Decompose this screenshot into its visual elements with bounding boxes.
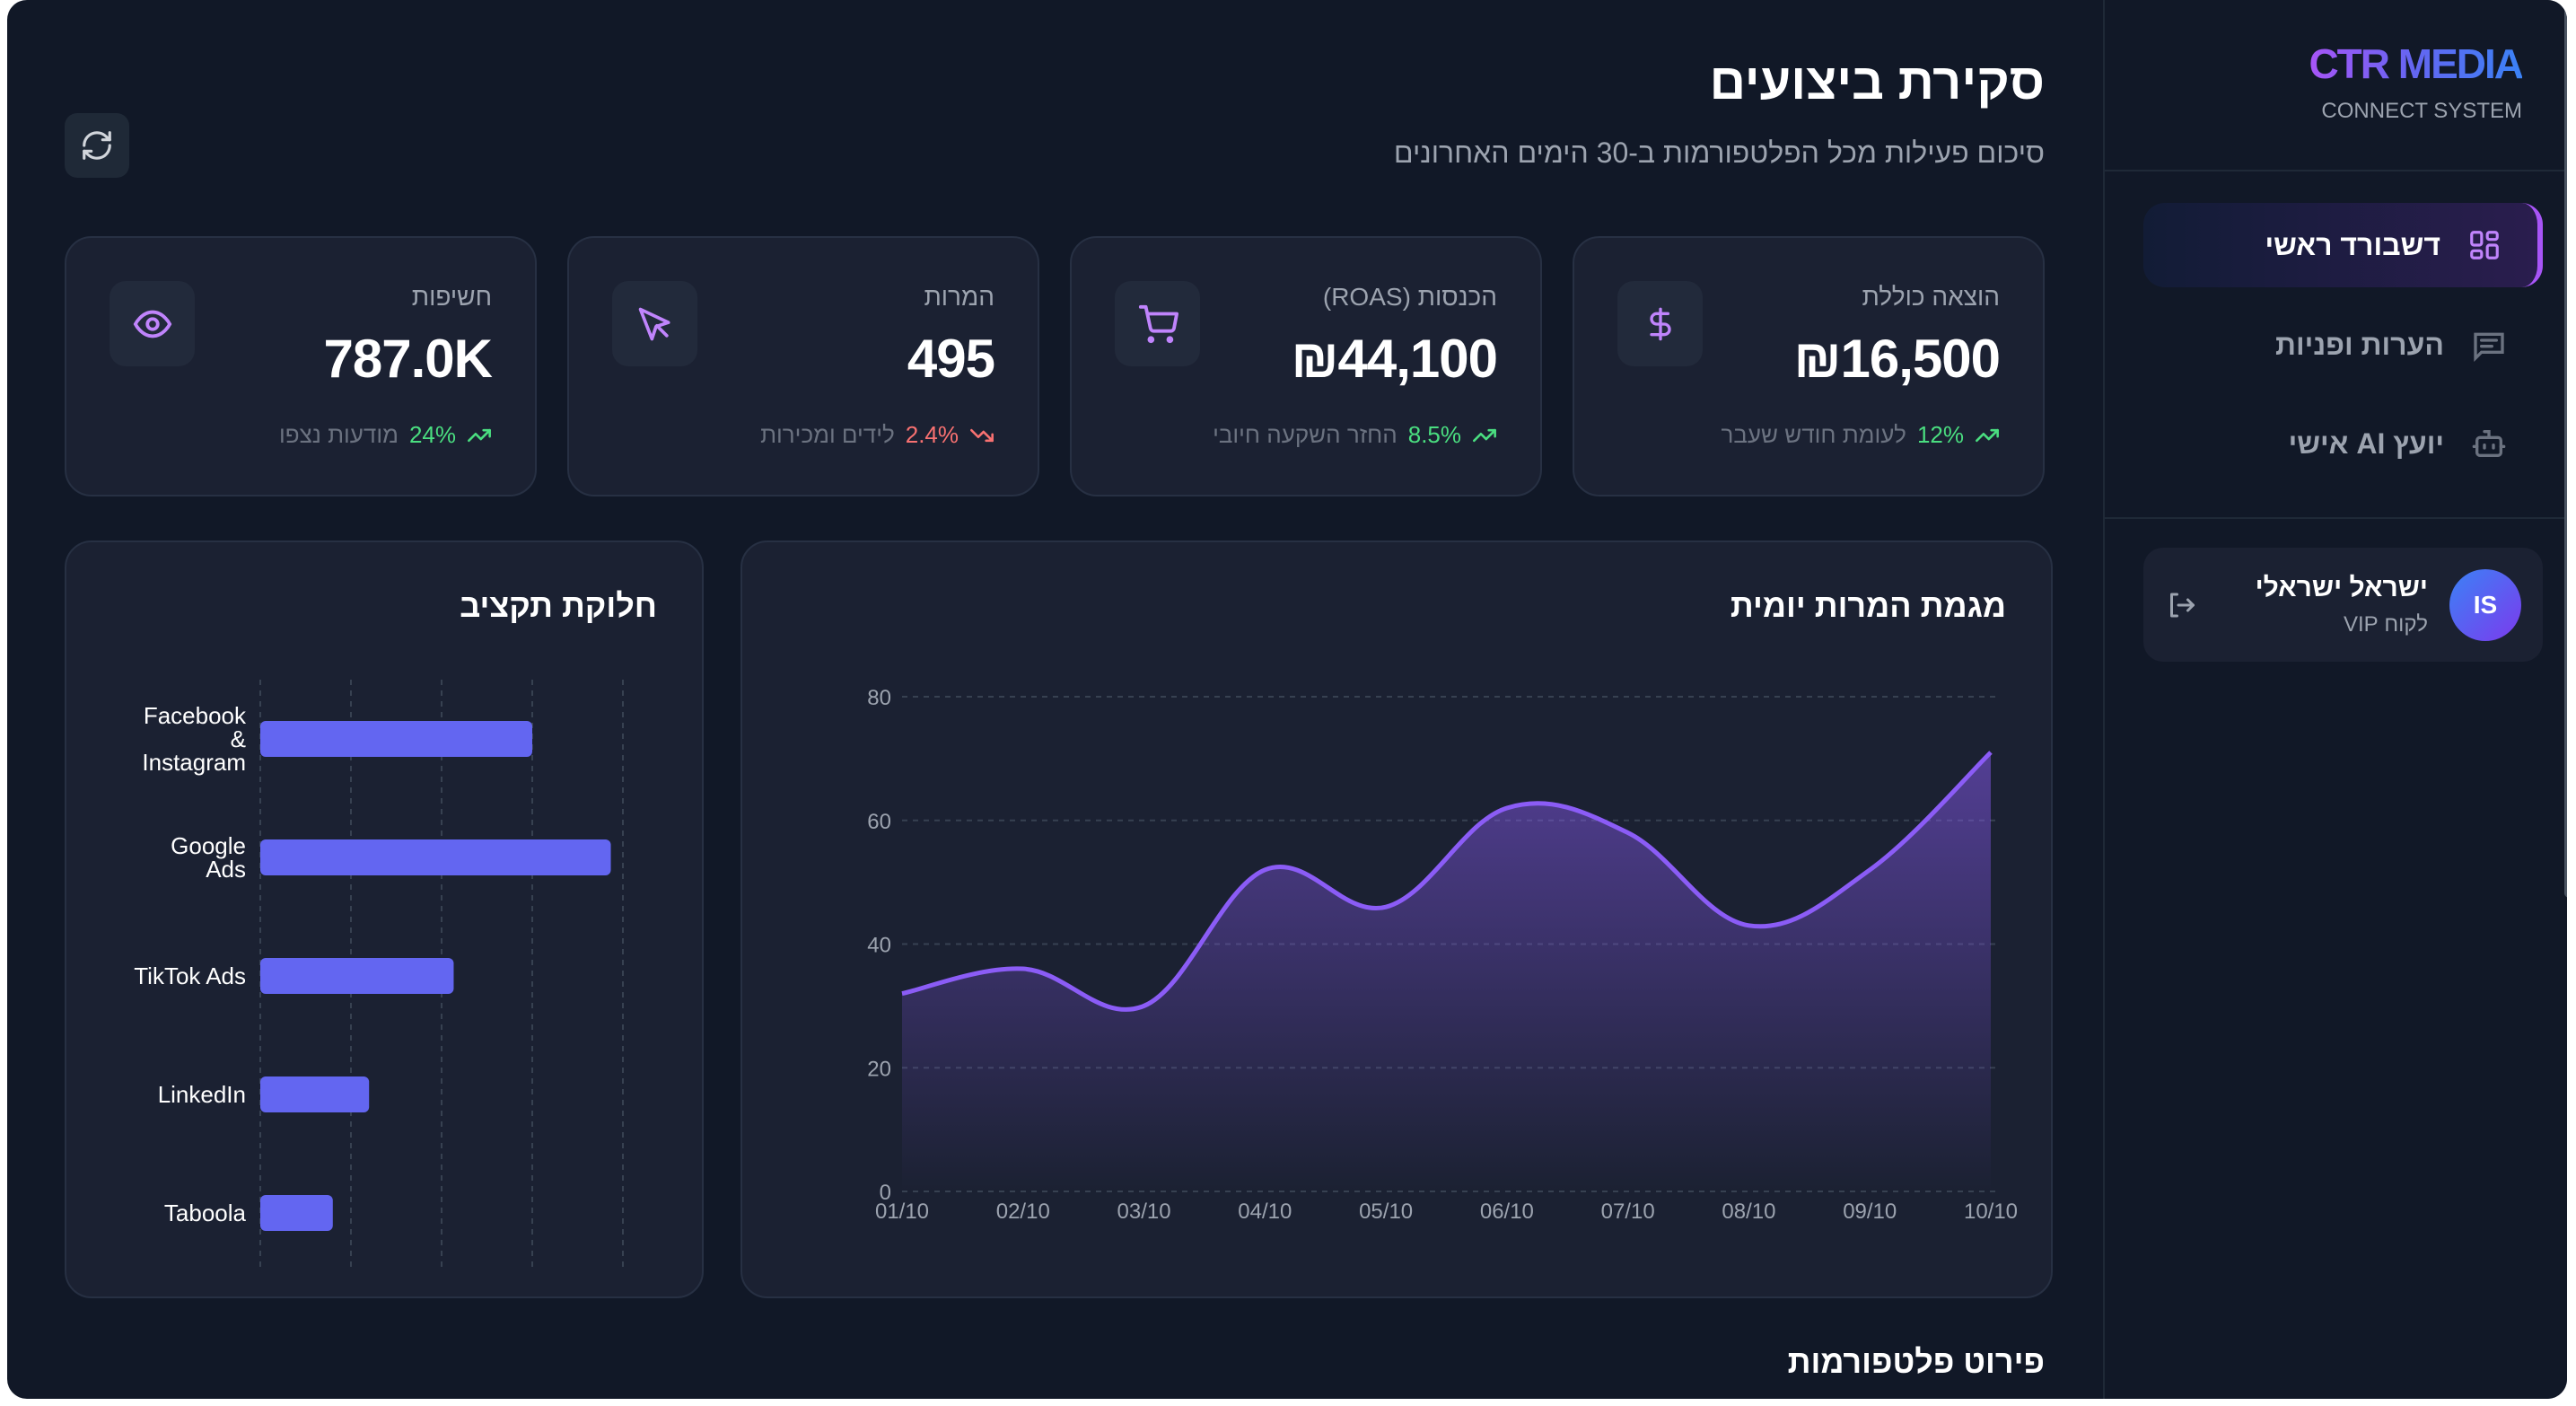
- trend-percent: 2.4%: [905, 421, 959, 448]
- category-label: LinkedIn: [158, 1081, 246, 1108]
- budget-split-chart-card: חלוקת תקציב Facebook & Instagram Google Ads T…: [65, 540, 704, 1298]
- bar-chart: Facebook & Instagram Google Ads TikTok Ads Lin…: [134, 680, 624, 1272]
- bar: [260, 958, 454, 994]
- trend-percent: 8.5%: [1407, 421, 1461, 448]
- user-role: לקוח VIP: [2343, 612, 2428, 637]
- category-label: TikTok Ads: [134, 962, 246, 989]
- app-window: סקירת ביצועים סיכום פעילות מכל הפלטפורמו…: [7, 0, 2567, 1399]
- y-tick-label: 0: [880, 1181, 891, 1205]
- x-tick-label: 07/10: [1601, 1199, 1655, 1224]
- x-tick-label: 04/10: [1238, 1199, 1292, 1224]
- stat-label: חשיפות: [411, 283, 492, 311]
- x-tick-label: 03/10: [1117, 1199, 1171, 1224]
- stat-icon-box: [1617, 281, 1703, 366]
- x-tick-label: 01/10: [875, 1199, 929, 1224]
- category-label: Taboola: [164, 1199, 247, 1226]
- refresh-icon: [83, 131, 111, 160]
- logout-button[interactable]: [2161, 585, 2201, 625]
- refresh-button[interactable]: [65, 113, 129, 178]
- sidebar-item-dashboard[interactable]: דשבורד ראשי: [2143, 203, 2543, 287]
- trend-percent: 12%: [1916, 421, 1964, 448]
- y-tick-label: 60: [867, 810, 891, 834]
- stat-label: הכנסות (ROAS): [1322, 283, 1497, 311]
- divider: [2105, 170, 2567, 171]
- bar: [260, 1195, 333, 1231]
- stat-trend: 12% לעומת חודש שעבר: [1721, 421, 2000, 449]
- trend-description: לעומת חודש שעבר: [1721, 421, 1906, 448]
- chart-title: מגמת המרות יומית: [1730, 587, 2006, 624]
- daily-conversions-chart-card: מגמת המרות יומית 0 20 40 60 80 01/10 02/10 03/1…: [740, 540, 2053, 1298]
- stat-trend: 2.4% לידים ומכירות: [760, 421, 994, 449]
- stat-label: המרות: [924, 283, 994, 311]
- trend-up-icon: [1473, 428, 1496, 442]
- sidebar-item-ai-advisor[interactable]: יועץ AI אישי: [2143, 401, 2543, 486]
- stat-label: הוצאה כוללת: [1862, 283, 2000, 311]
- stat-card-conversions: המרות 495 2.4% לידים ומכירות: [567, 236, 1039, 496]
- eye-icon: [133, 310, 171, 338]
- cart-icon: [1138, 304, 1178, 343]
- sidebar: CTR MEDIA CONNECT SYSTEM דשבורד ראשי הער…: [2103, 0, 2567, 1399]
- x-tick-label: 02/10: [996, 1199, 1050, 1224]
- category-label: Facebook & Instagram: [142, 702, 247, 776]
- category-label: Google Ads: [171, 832, 246, 883]
- bar: [260, 1076, 370, 1112]
- stat-value: 495: [907, 329, 995, 389]
- page-subtitle: סיכום פעילות מכל הפלטפורמות ב-30 הימים ה…: [1393, 136, 2045, 169]
- page-title: סקירת ביצועים: [1709, 53, 2045, 110]
- scrollbar[interactable]: [2564, 0, 2567, 898]
- stat-card-total-spend: הוצאה כוללת ₪16,500 12% לעומת חודש שעבר: [1573, 236, 2045, 496]
- bot-icon: [2472, 430, 2506, 457]
- sidebar-item-label: דשבורד ראשי: [2265, 228, 2440, 261]
- sidebar-item-comments[interactable]: הערות ופניות: [2143, 303, 2543, 387]
- user-name: ישראל ישראלי: [2255, 573, 2428, 602]
- chart-title: חלוקת תקציב: [460, 587, 657, 624]
- x-tick-label: 09/10: [1843, 1199, 1897, 1224]
- user-card: IS ישראל ישראלי לקוח VIP: [2143, 548, 2543, 662]
- x-tick-label: 08/10: [1722, 1199, 1775, 1224]
- trend-down-icon: [970, 428, 994, 442]
- stat-card-impressions: חשיפות 787.0K 24% מודעות נצפו: [65, 236, 537, 496]
- stat-value: ₪44,100: [1291, 329, 1498, 389]
- line-chart: 0 20 40 60 80 01/10 02/10 03/10 04/10 05/10 06/10 0…: [867, 686, 2018, 1224]
- stat-icon-box: [1115, 281, 1200, 366]
- x-tick-label: 10/10: [1964, 1199, 2018, 1224]
- bar: [260, 839, 611, 875]
- trend-up-icon: [1976, 428, 1999, 442]
- y-tick-label: 40: [867, 934, 891, 958]
- stat-card-revenue: הכנסות (ROAS) ₪44,100 8.5% החזר השקעה חי…: [1070, 236, 1542, 496]
- trend-percent: 24%: [408, 421, 456, 448]
- logo: CTR MEDIA: [2309, 40, 2524, 87]
- divider: [2105, 517, 2567, 519]
- y-tick-label: 80: [867, 686, 891, 710]
- stat-value: ₪16,500: [1793, 329, 2001, 389]
- message-icon: [2474, 332, 2504, 363]
- x-tick-label: 06/10: [1480, 1199, 1534, 1224]
- logo-subtitle: CONNECT SYSTEM: [2321, 99, 2522, 123]
- trend-description: לידים ומכירות: [760, 421, 895, 448]
- section-title: פירוט פלטפורמות: [1787, 1343, 2045, 1380]
- x-tick-label: 05/10: [1359, 1199, 1413, 1224]
- trend-description: מודעות נצפו: [278, 421, 399, 448]
- stat-icon-box: [110, 281, 195, 366]
- stat-trend: 24% מודעות נצפו: [279, 421, 492, 449]
- stat-trend: 8.5% החזר השקעה חיובי: [1213, 421, 1497, 449]
- trend-up-icon: [468, 428, 491, 442]
- y-tick-label: 20: [867, 1057, 891, 1081]
- dollar-icon: [1649, 307, 1671, 340]
- sidebar-item-label: יועץ AI אישי: [2288, 426, 2444, 460]
- series-line: [901, 751, 1993, 1012]
- avatar: IS: [2449, 569, 2521, 641]
- cursor-icon: [638, 307, 670, 340]
- logout-icon: [2170, 593, 2195, 618]
- stat-icon-box: [612, 281, 697, 366]
- sidebar-item-label: הערות ופניות: [2275, 328, 2444, 361]
- dashboard-grid-icon: [2470, 231, 2499, 259]
- trend-description: החזר השקעה חיובי: [1213, 421, 1398, 448]
- bar: [260, 721, 532, 757]
- stat-value: 787.0K: [323, 329, 493, 389]
- area-fill: [902, 751, 1991, 1191]
